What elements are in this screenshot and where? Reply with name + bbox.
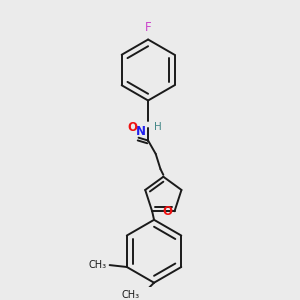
Text: O: O (162, 205, 172, 218)
Text: N: N (136, 125, 146, 138)
Text: O: O (127, 121, 137, 134)
Text: CH₃: CH₃ (122, 290, 140, 300)
Text: CH₃: CH₃ (89, 260, 107, 270)
Text: F: F (145, 21, 152, 34)
Text: H: H (154, 122, 162, 132)
